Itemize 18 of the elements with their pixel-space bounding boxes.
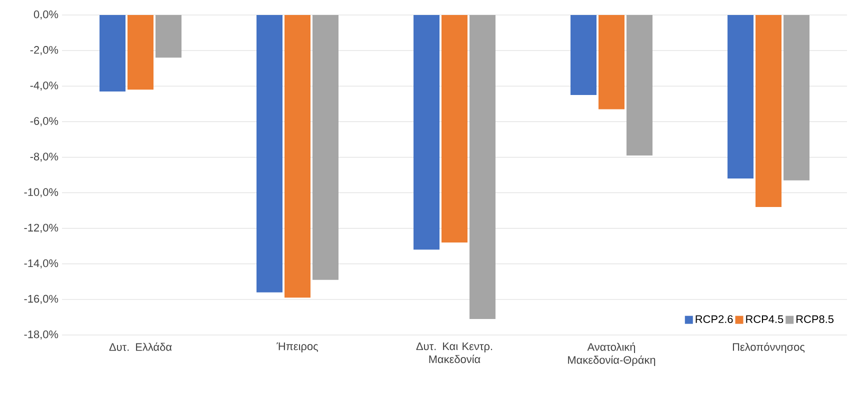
x-tick-label: Δυτ. Και Κεντρ. Μακεδονία [416,342,492,364]
legend-label: RCP2.6 [696,315,733,324]
y-tick-label: -18,0% [24,330,58,340]
x-tick-label: Ανατολική Μακεδονία-Θράκη [568,342,656,366]
y-tick-label: -16,0% [24,294,58,304]
x-tick-label: Δυτ. Ελλάδα [109,342,172,351]
y-tick-label: -4,0% [30,82,58,91]
y-tick-label: -12,0% [24,224,58,233]
y-tick-label: -8,0% [30,152,58,162]
x-tick-label: Ήπειρος [276,342,318,352]
y-tick-label: -14,0% [24,259,58,268]
y-tick-label: -10,0% [24,188,58,198]
legend-label: RCP8.5 [796,315,834,324]
y-tick-label: -2,0% [30,46,58,56]
y-tick-label: -6,0% [30,117,58,126]
x-tick-label: Πελοπόννησος [732,342,805,354]
legend-label: RCP4.5 [746,315,784,324]
y-tick-label: 0,0% [34,10,58,20]
